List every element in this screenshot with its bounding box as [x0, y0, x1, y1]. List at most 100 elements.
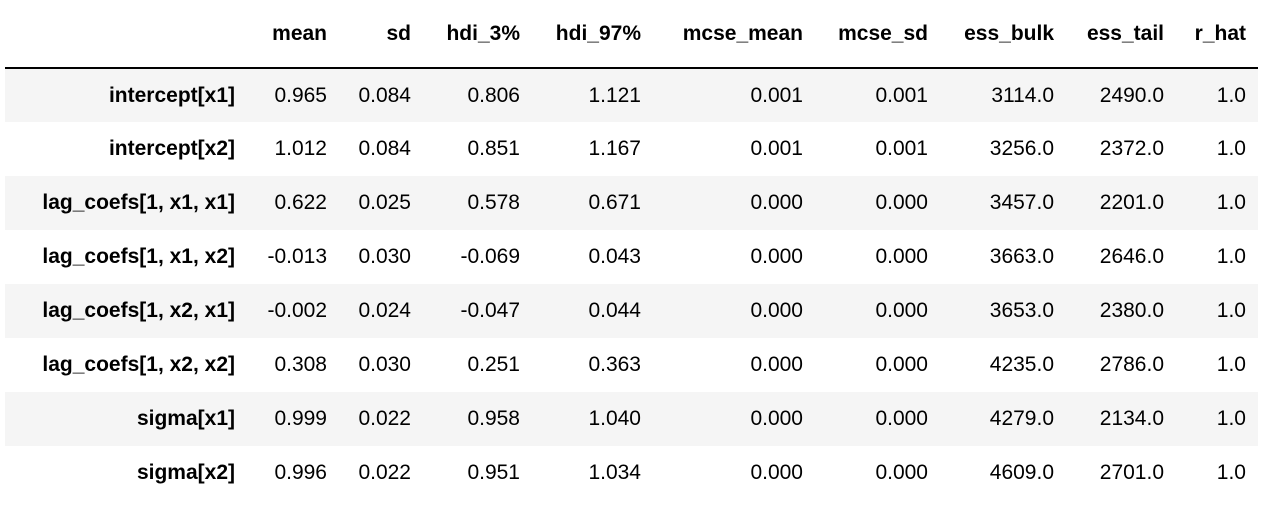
table-cell: 0.000 [750, 461, 803, 484]
table-cell: -0.013 [267, 245, 327, 268]
row-label: intercept[x2] [108, 137, 235, 160]
column-header: sd [339, 0, 423, 69]
table-cell: 1.0 [1216, 353, 1246, 376]
table-cell: 0.000 [875, 461, 928, 484]
table-cell: 0.806 [467, 83, 520, 107]
table-row: lag_coefs[1, x2, x1] -0.002 0.024 -0.047 0.0… [5, 284, 1258, 338]
table-cell: 1.0 [1216, 461, 1246, 484]
row-label: intercept[x1] [108, 83, 235, 107]
table-cell: 1.167 [588, 137, 641, 160]
table-cell: 1.0 [1216, 137, 1246, 160]
table-cell: 1.0 [1216, 83, 1246, 107]
row-label: lag_coefs[1, x1, x2] [42, 245, 235, 268]
summary-table: mean sd hdi_3% hdi_97% mcse_mean mcse_sd ess_b… [5, 0, 1258, 500]
column-header: mean [247, 0, 339, 69]
table-cell: 2372.0 [1099, 137, 1164, 160]
table-cell: 0.000 [875, 299, 928, 322]
table-cell: 0.022 [358, 407, 411, 430]
table-cell: 0.578 [467, 191, 520, 214]
table-cell: 3256.0 [989, 137, 1054, 160]
table-cell: 0.000 [750, 191, 803, 214]
table-cell: -0.069 [460, 245, 520, 268]
table-cell: 3663.0 [989, 245, 1054, 268]
table-cell: 0.999 [274, 407, 327, 430]
index-header [5, 0, 247, 69]
table-cell: 2701.0 [1099, 461, 1164, 484]
table-cell: -0.002 [267, 299, 327, 322]
table-cell: 1.0 [1216, 299, 1246, 322]
table-cell: 2786.0 [1099, 353, 1164, 376]
column-header: mcse_mean [653, 0, 815, 69]
table-cell: 2490.0 [1099, 83, 1164, 107]
table-cell: 1.012 [274, 137, 327, 160]
table-cell: 1.0 [1216, 407, 1246, 430]
header-row: mean sd hdi_3% hdi_97% mcse_mean mcse_sd ess_b… [5, 0, 1258, 69]
column-header: r_hat [1176, 0, 1258, 69]
table-cell: 0.000 [750, 299, 803, 322]
table-cell: 3114.0 [991, 83, 1054, 107]
row-label: sigma[x2] [136, 461, 235, 484]
table-row: sigma[x1] 0.999 0.022 0.958 1.040 0.000 0.000 4… [5, 392, 1258, 446]
table-row: lag_coefs[1, x2, x2] 0.308 0.030 0.251 0.363… [5, 338, 1258, 392]
column-header: hdi_3% [423, 0, 532, 69]
column-header: hdi_97% [532, 0, 653, 69]
table-cell: 0.671 [588, 191, 641, 214]
table-row: intercept[x1] 0.965 0.084 0.806 1.121 0.001 0.… [5, 68, 1258, 122]
table-cell: 2201.0 [1099, 191, 1164, 214]
table-row: lag_coefs[1, x1, x2] -0.013 0.030 -0.069 0.0… [5, 230, 1258, 284]
table-cell: 0.030 [358, 353, 411, 376]
table-cell: -0.047 [460, 299, 520, 322]
table-cell: 0.000 [875, 353, 928, 376]
table-cell: 0.965 [274, 83, 327, 107]
table-cell: 0.030 [358, 245, 411, 268]
table-row: lag_coefs[1, x1, x1] 0.622 0.025 0.578 0.671… [5, 176, 1258, 230]
table-cell: 0.958 [467, 407, 520, 430]
table-cell: 0.025 [358, 191, 411, 214]
table-cell: 0.000 [875, 191, 928, 214]
table-cell: 0.001 [750, 83, 803, 107]
table-cell: 2380.0 [1099, 299, 1164, 322]
table-cell: 4235.0 [989, 353, 1054, 376]
table-cell: 1.034 [588, 461, 641, 484]
table-cell: 0.024 [358, 299, 411, 322]
table-cell: 0.001 [875, 83, 928, 107]
table-cell: 4279.0 [989, 407, 1054, 430]
row-label: lag_coefs[1, x1, x1] [42, 191, 235, 214]
table-cell: 2134.0 [1099, 407, 1164, 430]
table-header: mean sd hdi_3% hdi_97% mcse_mean mcse_sd ess_b… [5, 0, 1258, 69]
table-cell: 0.363 [588, 353, 641, 376]
table-cell: 0.044 [588, 299, 641, 322]
table-cell: 3457.0 [989, 191, 1054, 214]
table-cell: 1.121 [588, 83, 641, 107]
table-cell: 0.622 [274, 191, 327, 214]
table-cell: 0.000 [875, 407, 928, 430]
column-header: ess_bulk [940, 0, 1066, 69]
table-cell: 0.022 [358, 461, 411, 484]
table-body: intercept[x1] 0.965 0.084 0.806 1.121 0.001 0.… [5, 68, 1258, 500]
table-cell: 0.996 [274, 461, 327, 484]
table-cell: 0.043 [588, 245, 641, 268]
table-cell: 0.000 [750, 245, 803, 268]
table-cell: 0.084 [358, 83, 411, 107]
table-row: intercept[x2] 1.012 0.084 0.851 1.167 0.001 0.… [5, 122, 1258, 176]
table-cell: 0.000 [750, 407, 803, 430]
column-header: mcse_sd [815, 0, 940, 69]
row-label: lag_coefs[1, x2, x1] [42, 299, 235, 322]
table-cell: 1.0 [1216, 191, 1246, 214]
table-cell: 0.084 [358, 137, 411, 160]
table-cell: 3653.0 [989, 299, 1054, 322]
table-cell: 0.001 [750, 137, 803, 160]
table-cell: 4609.0 [989, 461, 1054, 484]
table-cell: 0.951 [467, 461, 520, 484]
table-row: sigma[x2] 0.996 0.022 0.951 1.034 0.000 0.000 4… [5, 446, 1258, 500]
table-cell: 0.000 [875, 245, 928, 268]
table-cell: 0.001 [875, 137, 928, 160]
column-header: ess_tail [1066, 0, 1176, 69]
table-cell: 0.251 [467, 353, 520, 376]
table-cell: 0.851 [467, 137, 520, 160]
table-cell: 0.000 [750, 353, 803, 376]
row-label: sigma[x1] [136, 407, 235, 430]
table-cell: 1.0 [1216, 245, 1246, 268]
table-cell: 2646.0 [1099, 245, 1164, 268]
